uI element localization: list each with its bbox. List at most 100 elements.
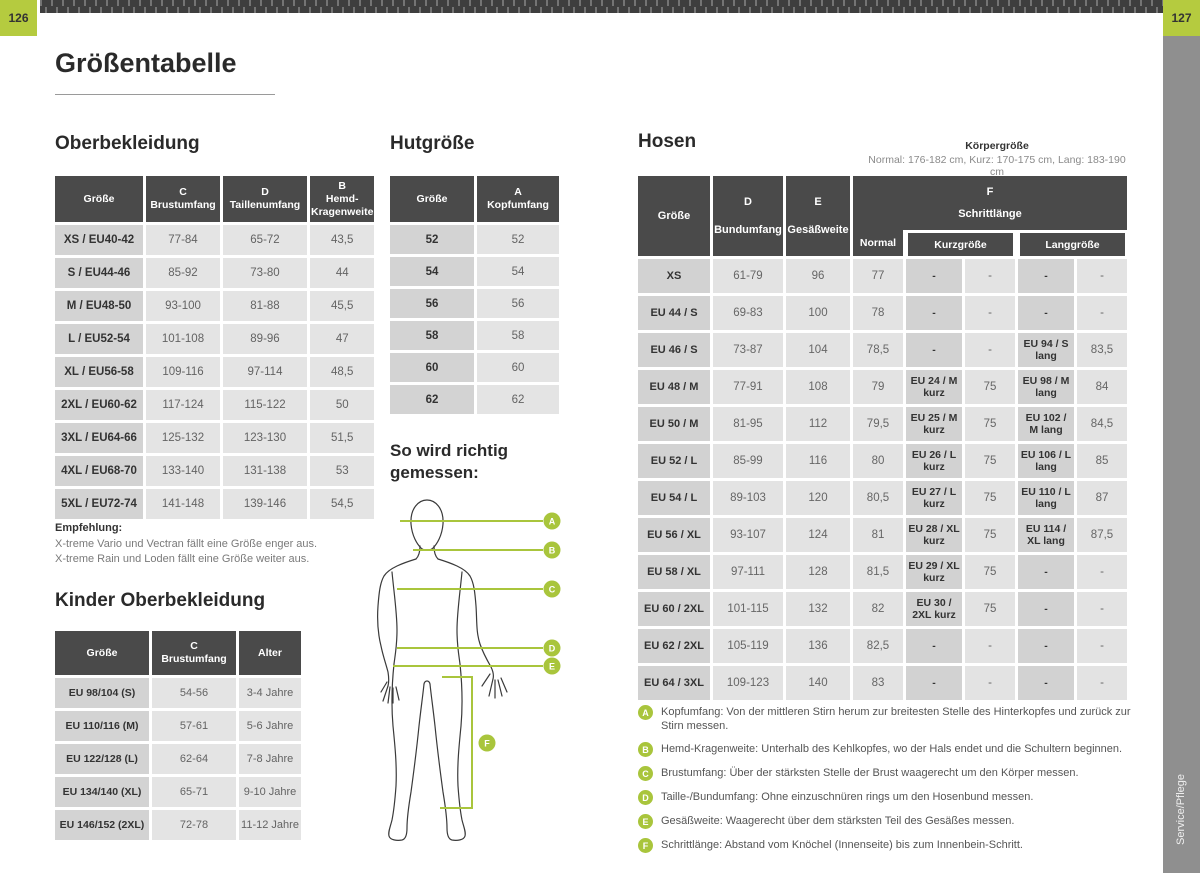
table-row: EU 122/128 (L) 62-64 7-8 Jahre [55,744,301,774]
cell: 112 [786,407,850,441]
cell: S / EU44-46 [55,258,143,288]
cell: XL / EU56-58 [55,357,143,387]
cell: - [906,666,962,700]
cell: 93-107 [713,518,783,552]
cell: - [965,333,1015,367]
column-header-groesse: Größe [55,176,143,222]
cell: 53 [310,456,375,486]
cell: - [965,296,1015,330]
cell: 104 [786,333,850,367]
cell: 60 [390,353,474,382]
page-number-right: 127 [1163,0,1200,36]
cell: 54-56 [152,678,236,708]
cell: EU 102 / M lang [1018,407,1074,441]
cell: 97-111 [713,555,783,589]
cell: 116 [786,444,850,478]
cell: 54,5 [310,489,375,519]
cell: 81-95 [713,407,783,441]
cell: 69-83 [713,296,783,330]
cell: 4XL / EU68-70 [55,456,143,486]
cell: 89-103 [713,481,783,515]
cell: 54 [390,257,474,286]
cell: - [1018,555,1074,589]
svg-text:A: A [549,517,556,527]
table-row: 2XL / EU60-62 117-124 115-122 50 [55,390,375,420]
cell: 109-123 [713,666,783,700]
cell: EU 48 / M [638,370,710,404]
header-row: Größe A Kopfumfang [390,176,559,222]
legend-text-f: Schrittlänge: Abstand vom Knöchel (Innen… [661,839,1023,851]
cell: 75 [965,481,1015,515]
cell: EU 52 / L [638,444,710,478]
column-header-hemd-kragenweite: B Hemd-Kragenweite [310,176,375,222]
column-header-taillenumfang: D Taillenumfang [223,176,307,222]
legend-badge-d: D [638,790,653,805]
cell: 128 [786,555,850,589]
section-tab: Service/Pflege [1163,36,1200,873]
table-row: 54 54 [390,257,559,286]
cell: 61-79 [713,259,783,293]
cell: 79 [853,370,903,404]
legend-badge-c: C [638,766,653,781]
cell: 125-132 [146,423,220,453]
cell: EU 110/116 (M) [55,711,149,741]
cell: 5XL / EU72-74 [55,489,143,519]
cell: 75 [965,592,1015,626]
cell: 7-8 Jahre [239,744,301,774]
cell: 78,5 [853,333,903,367]
cell: 87 [1077,481,1127,515]
cell: 58 [477,321,559,350]
cell: EU 122/128 (L) [55,744,149,774]
cell: 105-119 [713,629,783,663]
page-number-right-label: 127 [1171,11,1192,25]
table-kinder-oberbekleidung: Größe C Brustumfang Alter EU 98/104 (S) 54… [52,628,304,843]
page-number-left: 126 [0,0,37,36]
table-row: 4XL / EU68-70 133-140 131-138 53 [55,456,375,486]
cell: 11-12 Jahre [239,810,301,840]
cell: - [1018,296,1074,330]
legend-text-e: Gesäßweite: Waagerecht über dem stärkste… [661,815,1015,827]
figure-badge-d: D [543,639,561,657]
cell: EU 98/104 (S) [55,678,149,708]
cell: EU 98 / M lang [1018,370,1074,404]
cell: 65-72 [223,225,307,255]
cell: EU 58 / XL [638,555,710,589]
cell: EU 26 / L kurz [906,444,962,478]
cell: 45,5 [310,291,375,321]
table-hosen: Größe D Bundumfang E Gesäßweite F Schrittlä… [638,176,1127,703]
legend-item-c: C Brustumfang: Über der stärksten Stelle … [638,766,1143,781]
column-header-groesse: Größe [390,176,474,222]
cell: - [1077,296,1127,330]
cell: L / EU52-54 [55,324,143,354]
table-row: L / EU52-54 101-108 89-96 47 [55,324,375,354]
measure-lines [393,520,543,809]
cell: 75 [965,518,1015,552]
table-row: 58 58 [390,321,559,350]
note-title: Empfehlung: [55,522,123,534]
cell: XS / EU40-42 [55,225,143,255]
svg-text:F: F [484,739,490,749]
heading-hutgroesse: Hutgröße [390,133,475,154]
cell: - [1018,629,1074,663]
cell: 62 [477,385,559,414]
column-header-brustumfang: C Brustumfang [146,176,220,222]
heading-oberbekleidung: Oberbekleidung [55,133,200,154]
cell: 120 [786,481,850,515]
table-row: S / EU44-46 85-92 73-80 44 [55,258,375,288]
subheader-kurzgroesse: Kurzgröße [908,233,1013,256]
cell: 2XL / EU60-62 [55,390,143,420]
legend-text-c: Brustumfang: Über der stärksten Stelle d… [661,767,1079,779]
cell: EU 106 / L lang [1018,444,1074,478]
cell: 123-130 [223,423,307,453]
cell: - [965,629,1015,663]
cell: - [965,259,1015,293]
cell: 108 [786,370,850,404]
measurement-figure: A B C D E F [377,499,561,841]
cell: 93-100 [146,291,220,321]
cell: - [1077,629,1127,663]
cell: - [1018,592,1074,626]
cell: 109-116 [146,357,220,387]
cell: EU 146/152 (2XL) [55,810,149,840]
cell: 56 [477,289,559,318]
heading-kinder-oberbekleidung: Kinder Oberbekleidung [55,590,266,611]
